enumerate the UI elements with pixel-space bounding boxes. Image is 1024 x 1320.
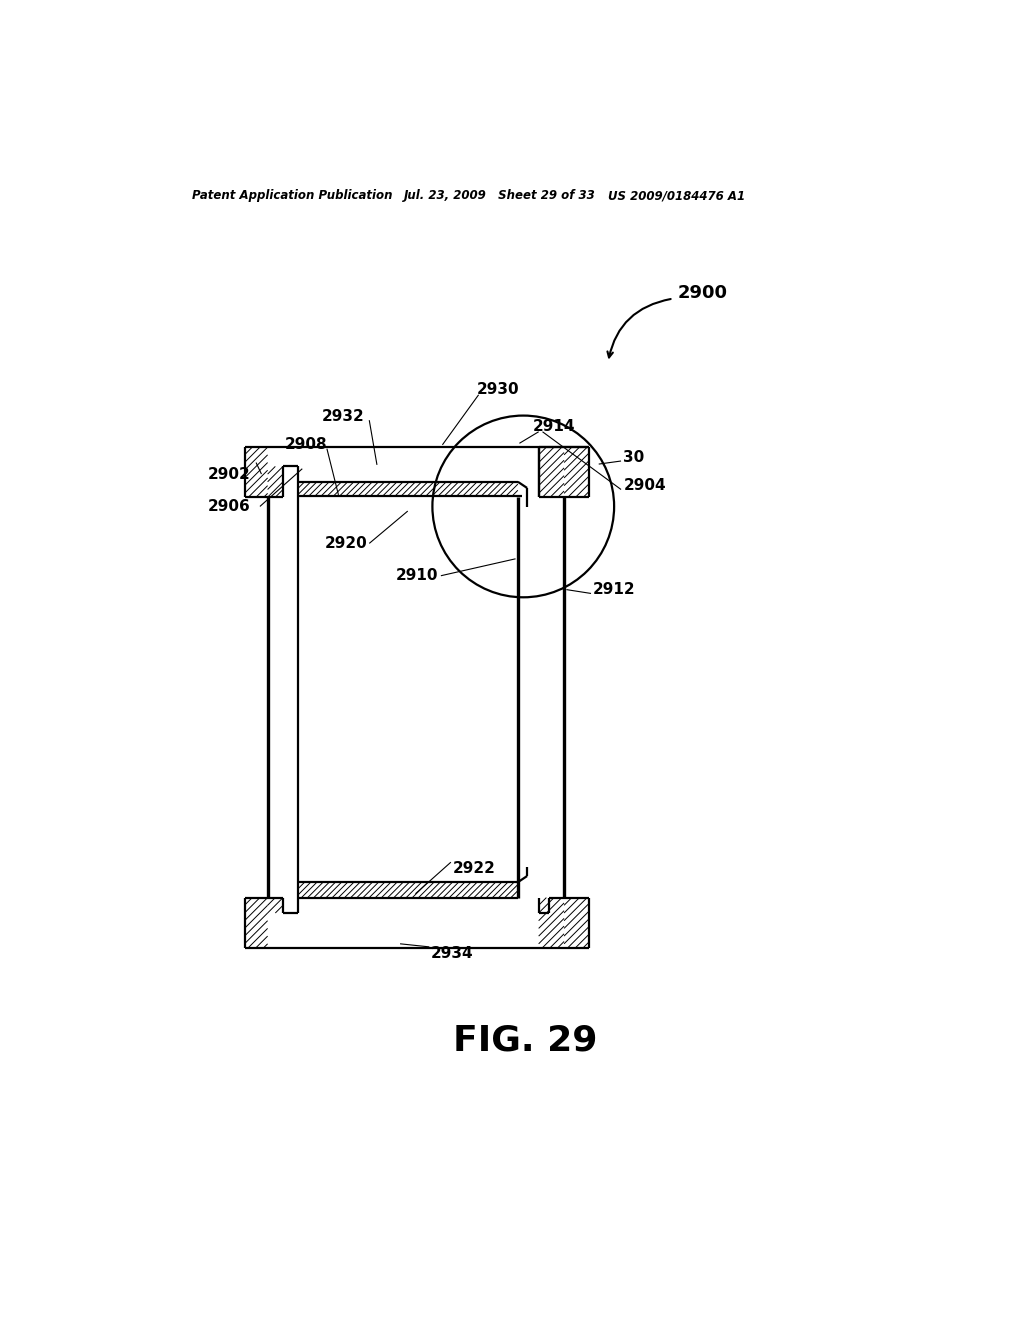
Text: 2934: 2934 bbox=[431, 945, 473, 961]
Bar bbox=[267, 898, 283, 913]
Bar bbox=[245, 447, 267, 498]
Text: US 2009/0184476 A1: US 2009/0184476 A1 bbox=[608, 189, 745, 202]
Text: FIG. 29: FIG. 29 bbox=[453, 1023, 597, 1057]
Bar bbox=[539, 898, 564, 948]
Text: 2912: 2912 bbox=[593, 582, 635, 597]
Text: 2920: 2920 bbox=[325, 536, 368, 550]
Text: 2906: 2906 bbox=[208, 499, 250, 513]
Bar bbox=[564, 447, 589, 498]
Text: 2904: 2904 bbox=[624, 478, 666, 494]
Text: Patent Application Publication: Patent Application Publication bbox=[193, 189, 392, 202]
Text: 2902: 2902 bbox=[208, 466, 250, 482]
Text: 2932: 2932 bbox=[322, 409, 365, 424]
Text: 2910: 2910 bbox=[396, 568, 438, 583]
Text: 30: 30 bbox=[624, 450, 645, 465]
Bar bbox=[298, 882, 518, 898]
Bar bbox=[267, 466, 283, 498]
Text: 2908: 2908 bbox=[285, 437, 328, 453]
Bar bbox=[564, 898, 589, 948]
Text: 2914: 2914 bbox=[532, 418, 575, 434]
Bar bbox=[298, 482, 518, 496]
Text: 2930: 2930 bbox=[477, 381, 520, 397]
Text: 2922: 2922 bbox=[453, 861, 496, 876]
Bar bbox=[245, 898, 267, 948]
Text: Jul. 23, 2009   Sheet 29 of 33: Jul. 23, 2009 Sheet 29 of 33 bbox=[403, 189, 596, 202]
Bar bbox=[539, 447, 564, 498]
Text: 2900: 2900 bbox=[677, 284, 727, 302]
